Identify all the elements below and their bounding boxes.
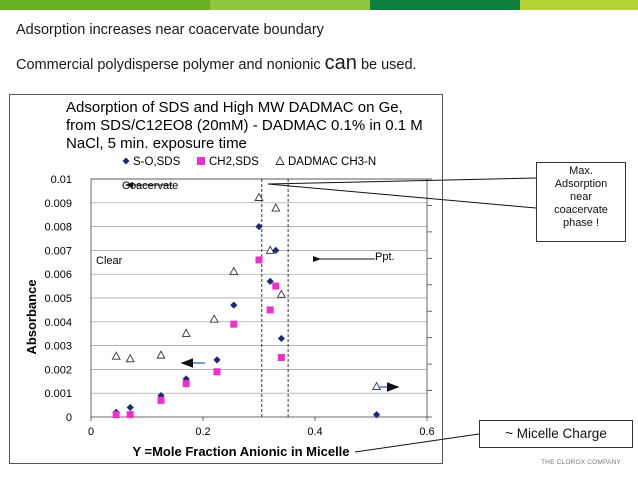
accent-bar-segment bbox=[520, 0, 638, 10]
legend-label-series-1: S-O,SDS bbox=[133, 156, 181, 168]
adsorption-chart: Adsorption of SDS and High MW DADMAC on … bbox=[9, 94, 483, 464]
square-point bbox=[112, 411, 120, 419]
triangle-point bbox=[209, 314, 219, 323]
callout-line: coacervate bbox=[554, 204, 608, 216]
x-tick-label: 0 bbox=[88, 426, 94, 438]
square-point bbox=[157, 396, 165, 404]
square-point bbox=[272, 282, 280, 290]
company-logo: THE CLOROX COMPANY bbox=[541, 459, 622, 466]
accent-bar-segment bbox=[0, 0, 210, 10]
diamond-point bbox=[230, 301, 238, 309]
diamond-point bbox=[272, 246, 280, 254]
diamond-point bbox=[373, 411, 381, 419]
callout-line: Max. bbox=[569, 165, 593, 177]
triangle-point bbox=[156, 350, 166, 359]
square-point bbox=[266, 306, 274, 314]
slide-headline: Adsorption increases near coacervate bou… bbox=[16, 22, 324, 38]
y-axis-label: Absorbance bbox=[24, 279, 39, 354]
chart-title-line-3: NaCl, 5 min. exposure time bbox=[66, 135, 247, 152]
triangle-point bbox=[111, 351, 121, 360]
chart-frame bbox=[9, 94, 443, 464]
accent-bar-segment bbox=[370, 0, 520, 10]
y-tick-label: 0.002 bbox=[44, 364, 72, 376]
annotation-clear: Clear bbox=[96, 255, 123, 267]
accent-bar-segment bbox=[210, 0, 370, 10]
x-tick-label: 0.4 bbox=[307, 426, 322, 438]
diamond-point bbox=[157, 391, 165, 400]
triangle-point bbox=[125, 353, 135, 363]
y-tick-label: 0.006 bbox=[44, 269, 72, 281]
top-accent-bar bbox=[0, 0, 638, 10]
y-tick-label: 0.005 bbox=[44, 293, 72, 305]
y-axis-ticks: 0 0.001 0.002 0.003 0.004 0.005 0.006 0.007 0.00… bbox=[44, 174, 72, 424]
annotation-coacervate: Coacervate bbox=[122, 180, 178, 192]
chart-title-line-1: Adsorption of SDS and High MW DADMAC on … bbox=[66, 99, 403, 116]
triangle-point bbox=[229, 266, 239, 276]
triangle-point bbox=[265, 245, 275, 254]
square-point bbox=[255, 256, 263, 264]
data-points bbox=[111, 192, 382, 419]
triangle-point bbox=[372, 381, 382, 391]
x-tick-label: 0.6 bbox=[419, 426, 434, 438]
callout-connector-line bbox=[267, 177, 537, 185]
square-point bbox=[277, 354, 285, 361]
callout-connector-line bbox=[267, 183, 537, 209]
y-tick-label: 0.01 bbox=[51, 174, 72, 186]
annotation-ppt: Ppt. bbox=[375, 251, 395, 263]
x-axis-label: Y =Mole Fraction Anionic in Micelle bbox=[132, 444, 349, 459]
max-adsorption-callout: Max. Adsorption near coacervate phase ! bbox=[536, 162, 626, 242]
chart-legend: S-O,SDS CH2,SDS DADMAC CH3-N bbox=[122, 156, 376, 168]
plot-area bbox=[90, 178, 428, 418]
y-tick-label: 0.009 bbox=[44, 198, 72, 210]
subheadline-text-end: be used. bbox=[356, 57, 417, 73]
diamond-point bbox=[213, 356, 221, 364]
subheadline-emphasis: can bbox=[324, 52, 357, 74]
callout-line: near bbox=[569, 191, 593, 203]
legend-square-marker bbox=[197, 157, 205, 165]
square-point bbox=[182, 380, 190, 388]
chart-title-line-2: from SDS/C12EO8 (20mM) - DADMAC 0.1% in … bbox=[66, 117, 423, 134]
x-tick-label: 0.2 bbox=[195, 426, 210, 438]
slide-subheadline: Commercial polydisperse polymer and noni… bbox=[16, 52, 417, 75]
triangle-point bbox=[271, 203, 281, 212]
callout-connector-line bbox=[354, 433, 480, 453]
callout-line: phase ! bbox=[562, 217, 600, 229]
chart-gridlines bbox=[91, 178, 427, 394]
x-axis-ticks: 0 0.2 0.4 0.6 bbox=[88, 417, 435, 438]
y-tick-label: 0.003 bbox=[44, 341, 72, 353]
diamond-point bbox=[277, 334, 285, 343]
chart-svg: Adsorption of SDS and High MW DADMAC on … bbox=[9, 94, 483, 464]
square-point bbox=[230, 320, 238, 328]
legend-diamond-marker bbox=[122, 157, 130, 165]
triangle-point bbox=[181, 328, 191, 337]
callout-line: Adsorption bbox=[554, 178, 608, 190]
y-tick-label: 0.007 bbox=[44, 245, 72, 257]
subheadline-text-start: Commercial polydisperse polymer and noni… bbox=[16, 57, 325, 73]
y-tick-label: 0.004 bbox=[44, 317, 72, 329]
y-tick-label: 0.001 bbox=[44, 388, 72, 400]
y-tick-label: 0.008 bbox=[44, 222, 72, 234]
square-point bbox=[126, 411, 134, 419]
diamond-point bbox=[255, 223, 263, 231]
legend-label-series-2: CH2,SDS bbox=[209, 156, 259, 168]
triangle-point bbox=[254, 192, 264, 201]
square-point bbox=[213, 368, 221, 376]
micelle-charge-callout: ~ Micelle Charge bbox=[479, 420, 633, 448]
legend-label-series-3: DADMAC CH3-N bbox=[288, 156, 376, 168]
y-tick-label: 0 bbox=[66, 412, 72, 424]
legend-triangle-marker bbox=[275, 156, 285, 165]
triangle-point bbox=[276, 289, 286, 298]
